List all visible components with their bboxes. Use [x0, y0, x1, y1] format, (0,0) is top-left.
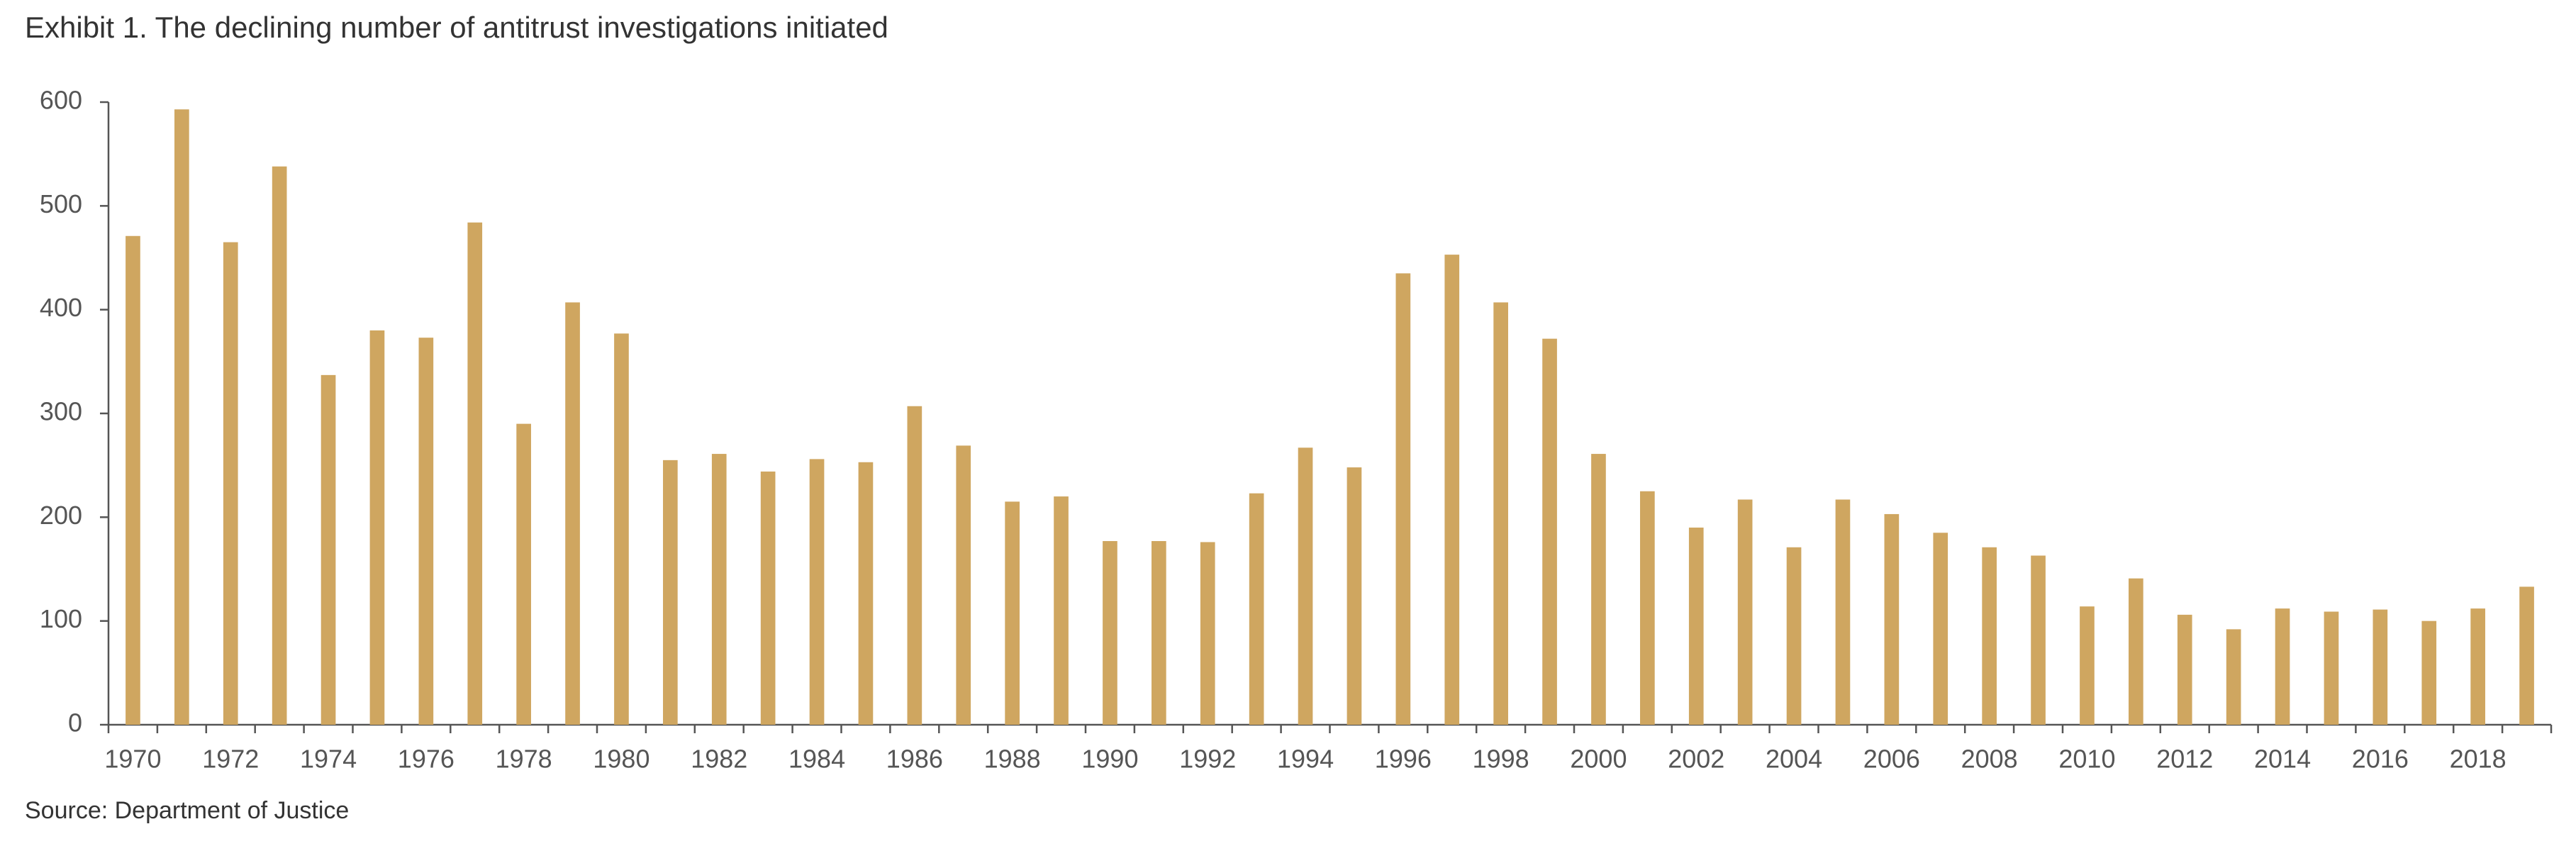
y-tick-label: 200 [40, 501, 82, 530]
bar [2129, 578, 2143, 725]
bar [126, 235, 140, 725]
chart-title: Exhibit 1. The declining number of antit… [25, 11, 888, 44]
x-tick-label: 1978 [496, 745, 552, 774]
y-tick-label: 500 [40, 189, 82, 218]
x-tick-label: 1986 [886, 745, 943, 774]
x-tick-label: 2012 [2156, 745, 2213, 774]
bar [1884, 513, 1900, 725]
bar [809, 459, 825, 725]
bar [2080, 606, 2095, 725]
x-tick-label: 1998 [1473, 745, 1529, 774]
y-tick-label: 300 [40, 397, 82, 426]
x-tick-label: 2008 [1961, 745, 2018, 774]
x-tick-label: 1992 [1179, 745, 1236, 774]
bar [320, 374, 336, 725]
x-tick-label: 2010 [2058, 745, 2115, 774]
bar [1200, 542, 1215, 725]
bar [614, 333, 629, 725]
bar [1786, 547, 1802, 725]
bar [272, 166, 287, 725]
bar [1298, 447, 1313, 725]
bar [711, 454, 727, 725]
bar [467, 222, 483, 725]
bar [1493, 302, 1508, 725]
x-tick-label: 1994 [1277, 745, 1334, 774]
y-tick-label: 400 [40, 293, 82, 322]
source-note: Source: Department of Justice [25, 797, 349, 824]
x-tick-label: 2002 [1668, 745, 1724, 774]
bar [174, 109, 189, 725]
bar [418, 338, 434, 725]
x-tick-label: 2014 [2254, 745, 2311, 774]
bar [2373, 609, 2388, 725]
x-tick-label: 1974 [300, 745, 357, 774]
x-tick-label: 2016 [2352, 745, 2409, 774]
y-tick-label: 0 [68, 708, 82, 738]
x-tick-label: 1984 [788, 745, 845, 774]
x-tick-label: 1988 [984, 745, 1041, 774]
x-tick-label: 2018 [2450, 745, 2507, 774]
bar [760, 471, 776, 725]
bar [1249, 493, 1264, 725]
bar [369, 330, 385, 725]
bar [1152, 540, 1166, 725]
bar [1933, 533, 1948, 725]
x-tick-label: 1996 [1375, 745, 1432, 774]
bar [1688, 527, 1704, 725]
bar [2519, 586, 2534, 725]
bar [858, 462, 874, 725]
x-tick-label: 1970 [104, 745, 161, 774]
x-tick-label: 1982 [691, 745, 747, 774]
bar [1640, 491, 1655, 725]
bar [2031, 555, 2046, 725]
x-tick-label: 2000 [1570, 745, 1627, 774]
bar [2226, 629, 2241, 725]
bar [223, 242, 238, 725]
x-tick-label: 1976 [398, 745, 455, 774]
bar [1395, 273, 1411, 725]
bar [1103, 540, 1117, 725]
bar [1835, 499, 1851, 725]
x-tick-label: 2006 [1863, 745, 1920, 774]
bar [2275, 608, 2290, 725]
y-tick-label: 600 [40, 86, 82, 115]
bar [1542, 338, 1557, 725]
bar [1054, 496, 1069, 725]
bar [1982, 547, 1997, 725]
x-tick-label: 1980 [593, 745, 649, 774]
bar [565, 302, 580, 725]
bar [1737, 499, 1753, 725]
x-tick-label: 1972 [202, 745, 259, 774]
bar [2470, 608, 2485, 725]
bar [956, 445, 971, 725]
x-tick-label: 1990 [1081, 745, 1138, 774]
y-tick-label: 100 [40, 604, 82, 633]
bar [1005, 501, 1020, 725]
bar [907, 406, 922, 725]
plot-area: 0 100 200 300 400 500 600 1970 1972 1974 1976 1978 1… [40, 86, 2553, 774]
bar [2177, 614, 2192, 725]
bar [2324, 611, 2339, 725]
bar [1591, 454, 1606, 725]
bar [516, 423, 531, 725]
bar [1444, 255, 1460, 725]
bar [1346, 467, 1362, 725]
bar [2421, 620, 2437, 725]
bar [663, 460, 678, 725]
x-tick-label: 2004 [1766, 745, 1822, 774]
